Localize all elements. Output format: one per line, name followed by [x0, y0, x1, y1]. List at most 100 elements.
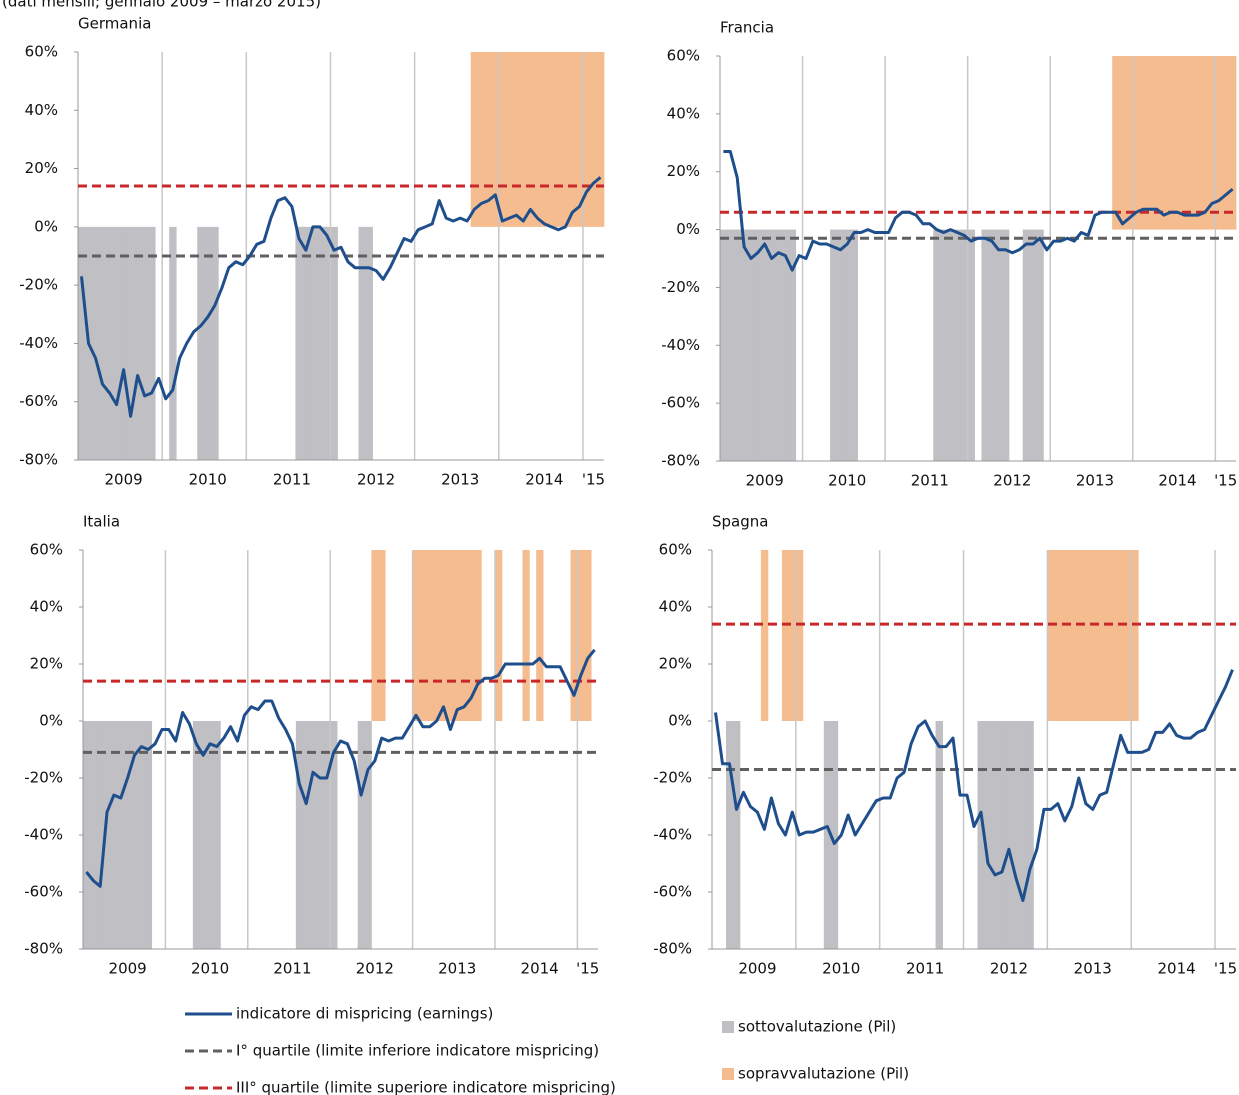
valuation-band: [988, 229, 996, 461]
valuation-band: [781, 550, 790, 721]
valuation-band: [491, 52, 500, 227]
valuation-band: [199, 721, 207, 949]
x-tick-label: '15: [582, 471, 605, 489]
valuation-band: [323, 721, 331, 949]
valuation-band: [830, 229, 838, 461]
valuation-band: [740, 229, 748, 461]
y-tick-label: 40%: [25, 101, 58, 119]
valuation-band: [788, 550, 797, 721]
x-tick-label: '15: [1214, 960, 1237, 978]
valuation-band: [309, 226, 317, 460]
valuation-band: [1194, 56, 1202, 230]
y-tick-label: -40%: [19, 334, 58, 352]
valuation-band: [1201, 56, 1209, 230]
valuation-band: [1187, 56, 1196, 230]
y-tick-label: 20%: [659, 655, 692, 673]
valuation-band: [554, 52, 563, 227]
valuation-band: [426, 550, 434, 721]
panel-title: Germania: [78, 15, 151, 33]
valuation-band: [761, 229, 769, 461]
valuation-band: [453, 550, 462, 721]
valuation-band: [358, 226, 366, 460]
valuation-band: [484, 52, 493, 227]
valuation-band: [357, 721, 365, 949]
x-tick-label: 2013: [1076, 472, 1114, 490]
valuation-band: [584, 550, 592, 721]
valuation-band: [582, 52, 591, 227]
mispricing-line: [80, 176, 602, 418]
valuation-band: [302, 226, 310, 460]
valuation-band: [365, 226, 373, 460]
y-tick-label: -20%: [661, 278, 700, 296]
valuation-band: [991, 721, 999, 949]
x-tick-label: 2013: [438, 960, 476, 978]
valuation-band: [211, 226, 219, 460]
y-tick-label: 60%: [659, 541, 692, 559]
x-tick-label: 2014: [1158, 960, 1196, 978]
valuation-band: [561, 52, 570, 227]
x-tick-label: 2011: [911, 472, 949, 490]
y-tick-label: 0%: [34, 217, 58, 235]
valuation-band: [137, 721, 146, 949]
y-tick-label: 40%: [659, 598, 692, 616]
valuation-band: [933, 229, 941, 461]
mispricing-line: [723, 150, 1234, 272]
valuation-band: [720, 229, 728, 461]
x-tick-label: '15: [1214, 472, 1237, 490]
valuation-band: [505, 52, 514, 227]
valuation-band: [1075, 550, 1083, 721]
valuation-band: [1153, 56, 1161, 230]
x-tick-label: 2014: [525, 471, 563, 489]
y-tick-label: 20%: [25, 159, 58, 177]
valuation-band: [1061, 550, 1069, 721]
valuation-band: [204, 226, 212, 460]
valuation-band: [92, 226, 100, 460]
x-tick-label: 2010: [822, 960, 860, 978]
valuation-band: [495, 550, 503, 721]
valuation-band: [984, 721, 992, 949]
y-tick-label: 60%: [667, 47, 700, 65]
valuation-band: [1036, 229, 1044, 461]
valuation-band: [378, 550, 386, 721]
valuation-band: [110, 721, 118, 949]
y-tick-label: -80%: [19, 451, 58, 469]
valuation-band: [836, 229, 845, 461]
valuation-band: [1139, 56, 1147, 230]
valuation-band: [1132, 56, 1141, 230]
valuation-band: [795, 550, 804, 721]
y-tick-label: -40%: [24, 826, 63, 844]
x-tick-label: 2009: [738, 960, 776, 978]
y-tick-label: -60%: [653, 883, 692, 901]
valuation-band: [726, 229, 735, 461]
valuation-band: [577, 550, 585, 721]
valuation-band: [1089, 550, 1097, 721]
valuation-band: [89, 721, 98, 949]
valuation-band: [460, 550, 468, 721]
valuation-band: [760, 550, 769, 721]
valuation-band: [169, 226, 177, 460]
y-tick-label: 20%: [30, 655, 63, 673]
legend-swatch: [722, 1068, 734, 1080]
valuation-band: [470, 52, 479, 227]
valuation-band: [440, 550, 448, 721]
x-tick-label: 2012: [993, 472, 1031, 490]
valuation-band: [316, 226, 324, 460]
valuation-band: [213, 721, 221, 949]
valuation-band: [302, 721, 310, 949]
y-tick-label: -60%: [19, 392, 58, 410]
y-tick-label: -20%: [19, 276, 58, 294]
y-tick-label: -40%: [653, 826, 692, 844]
valuation-band: [1054, 550, 1062, 721]
valuation-band: [446, 550, 455, 721]
valuation-band: [141, 226, 149, 460]
valuation-band: [1167, 56, 1175, 230]
valuation-band: [467, 550, 475, 721]
valuation-band: [1160, 56, 1168, 230]
valuation-band: [103, 721, 111, 949]
panel-title: Spagna: [712, 513, 768, 531]
valuation-band: [526, 52, 535, 227]
x-tick-label: 2012: [990, 960, 1028, 978]
valuation-band: [1112, 56, 1120, 230]
x-tick-label: 2014: [1158, 472, 1196, 490]
valuation-band: [1119, 56, 1127, 230]
